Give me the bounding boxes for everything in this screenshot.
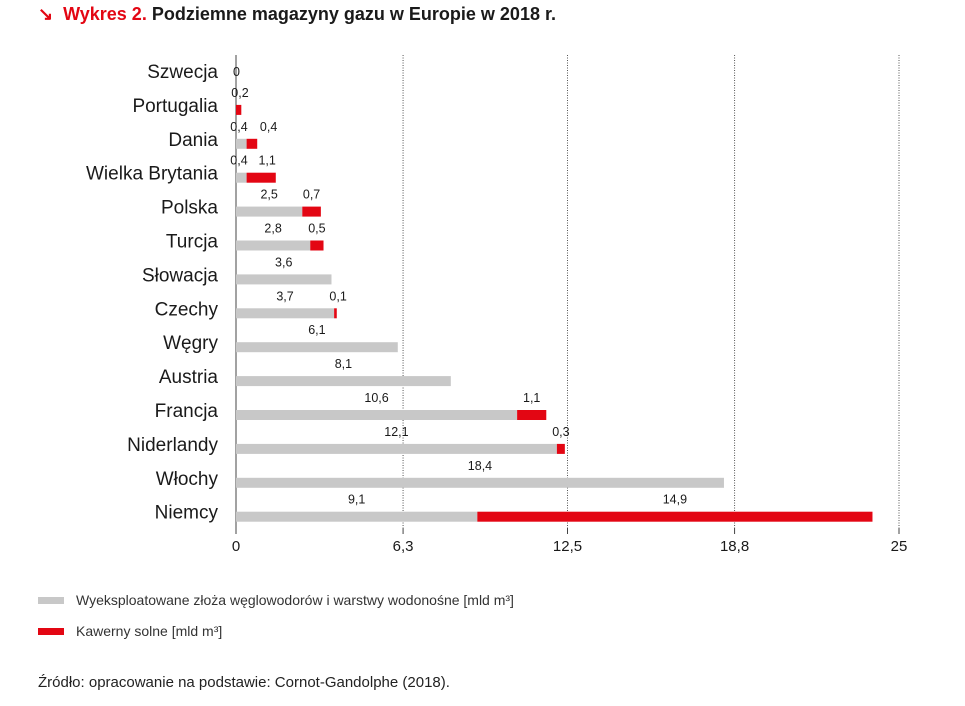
category-label: Niemcy — [155, 503, 219, 524]
data-label-salt: 1,1 — [523, 391, 540, 405]
chart-number-label: Wykres 2. — [63, 4, 147, 24]
category-label: Czechy — [155, 299, 219, 320]
bar-depleted-fields — [236, 511, 478, 522]
bar-depleted-fields — [236, 240, 311, 251]
bar-salt-caverns — [246, 138, 258, 149]
data-label-depleted: 2,8 — [264, 222, 281, 236]
bar-depleted-fields — [236, 274, 332, 285]
bar-salt-caverns — [236, 104, 242, 115]
category-label: Wielka Brytania — [86, 164, 218, 185]
bar-depleted-fields — [236, 342, 398, 353]
chart-header: ↘ Wykres 2. Podziemne magazyny gazu w Eur… — [38, 4, 556, 25]
data-label-depleted: 12,1 — [384, 425, 408, 439]
category-label: Szwecja — [147, 62, 218, 83]
bar-salt-caverns — [556, 443, 565, 454]
bar-salt-caverns — [477, 511, 873, 522]
x-tick-label: 0 — [232, 538, 240, 555]
data-label-depleted: 0,4 — [230, 120, 247, 134]
data-label-depleted: 8,1 — [335, 357, 352, 371]
legend-swatch-gray — [38, 596, 64, 604]
legend-label: Wyeksploatowane złoża węglowodorów i war… — [76, 592, 514, 608]
bar-depleted-fields — [236, 206, 303, 217]
category-label: Francja — [155, 401, 219, 422]
legend-item-salt-caverns: Kawerny solne [mld m³] — [38, 623, 222, 639]
bar-salt-caverns — [310, 240, 324, 251]
source-note: Źródło: opracowanie na podstawie: Cornot… — [38, 674, 450, 691]
bar-depleted-fields — [236, 477, 724, 488]
category-label: Włochy — [156, 469, 219, 490]
legend-label: Kawerny solne [mld m³] — [76, 623, 223, 639]
legend-item-depleted-fields: Wyeksploatowane złoża węglowodorów i war… — [38, 592, 514, 608]
data-label-depleted: 10,6 — [364, 391, 388, 405]
data-label-salt: 1,1 — [258, 154, 275, 168]
arrow-down-right-icon: ↘ — [38, 4, 54, 24]
bar-depleted-fields — [236, 138, 247, 149]
data-label-depleted: 9,1 — [348, 493, 365, 507]
data-label-depleted: 0,4 — [230, 154, 247, 168]
data-label-salt: 0,4 — [260, 120, 277, 134]
bar-depleted-fields — [236, 443, 557, 454]
bar-chart: 0 6,3 12,5 18,8 25 Szwecja 0 Portugalia 0,2 Dania… — [86, 55, 908, 555]
bar-depleted-fields — [236, 172, 247, 183]
data-label-salt: 0,5 — [308, 222, 325, 236]
bar-salt-caverns — [246, 172, 276, 183]
category-label: Polska — [161, 198, 218, 219]
bar-salt-caverns — [334, 308, 337, 319]
x-tick-label: 25 — [891, 538, 908, 555]
bar-salt-caverns — [517, 410, 547, 420]
category-label: Austria — [159, 367, 219, 388]
data-label-salt: 0,1 — [329, 289, 346, 303]
category-label: Słowacja — [142, 265, 218, 286]
category-label: Dania — [168, 130, 218, 151]
category-label: Węgry — [163, 333, 218, 354]
data-label-salt: 0,7 — [303, 188, 320, 202]
data-label-depleted: 0 — [233, 65, 240, 79]
category-label: Niderlandy — [127, 435, 218, 456]
x-tick-label: 6,3 — [393, 538, 414, 555]
data-label-depleted: 6,1 — [308, 323, 325, 337]
data-label-depleted: 2,5 — [260, 188, 277, 202]
data-label-salt: 14,9 — [663, 493, 687, 507]
data-label-salt: 0,3 — [552, 425, 569, 439]
data-label-salt: 0,2 — [231, 86, 248, 100]
x-tick-label: 18,8 — [720, 538, 749, 555]
bar-depleted-fields — [236, 308, 335, 319]
x-tick-label: 12,5 — [553, 538, 582, 555]
data-label-depleted: 3,7 — [276, 289, 293, 303]
data-label-depleted: 18,4 — [468, 459, 492, 473]
bar-depleted-fields — [236, 376, 451, 387]
legend-swatch-red — [38, 627, 64, 635]
category-label: Turcja — [166, 232, 219, 253]
category-label: Portugalia — [132, 96, 218, 117]
chart-title: Podziemne magazyny gazu w Europie w 2018… — [151, 4, 556, 24]
bar-depleted-fields — [236, 410, 518, 420]
data-label-depleted: 3,6 — [275, 255, 292, 269]
bar-salt-caverns — [302, 206, 321, 217]
